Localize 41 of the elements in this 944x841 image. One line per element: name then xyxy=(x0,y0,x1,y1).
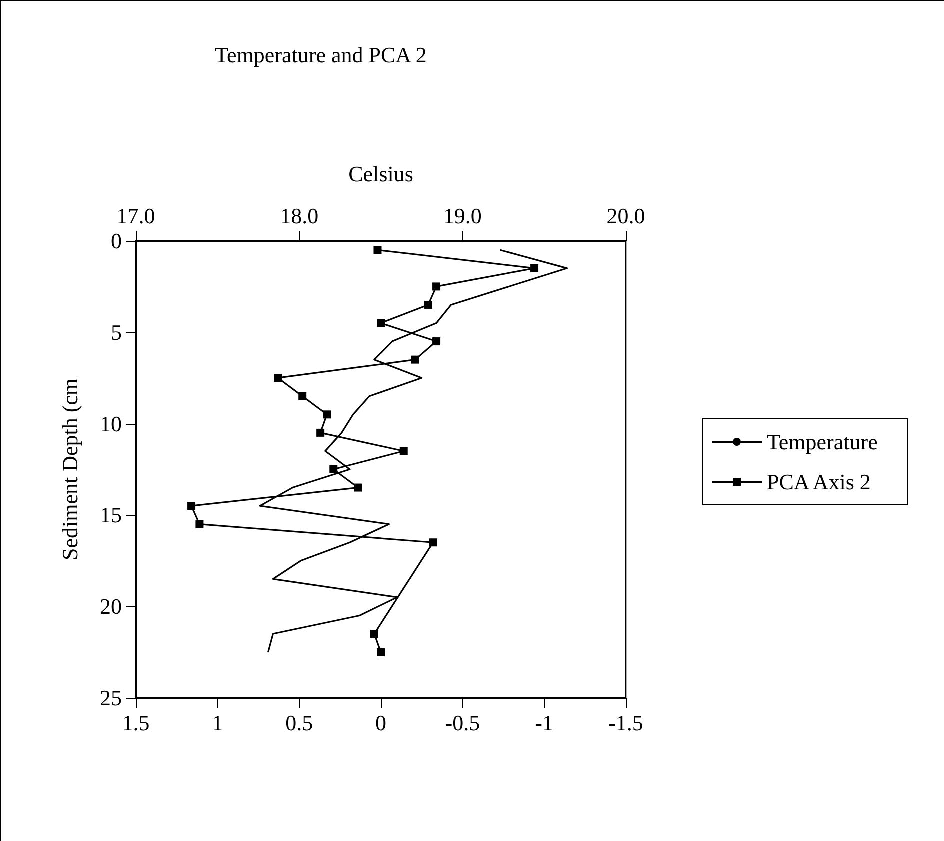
x2-tick-label: 17.0 xyxy=(116,204,156,228)
x-tick-label: -0.5 xyxy=(445,710,480,736)
y-tick-label: 10 xyxy=(100,411,122,436)
point xyxy=(400,447,408,456)
x-tick-label: 1 xyxy=(212,710,224,736)
point xyxy=(377,648,385,656)
point xyxy=(323,410,332,419)
legend-label: Temperature xyxy=(767,430,878,454)
x2-tick-label: 20.0 xyxy=(606,204,646,228)
point xyxy=(370,630,378,638)
point xyxy=(188,502,196,510)
point xyxy=(530,264,539,272)
point xyxy=(432,338,441,346)
point xyxy=(411,356,420,364)
point xyxy=(374,246,382,254)
point xyxy=(330,466,338,474)
point xyxy=(316,428,325,437)
x-tick-label: 0 xyxy=(376,710,386,736)
point xyxy=(432,282,441,291)
y-axis-title: Sediment Depth (cm xyxy=(58,378,82,561)
y-tick-label: 5 xyxy=(111,320,122,345)
point xyxy=(274,374,282,382)
point xyxy=(354,484,362,492)
point xyxy=(429,538,438,547)
point xyxy=(298,392,307,400)
y-tick-label: 20 xyxy=(100,594,122,620)
y-tick-label: 25 xyxy=(100,686,122,710)
legend-label: PCA Axis 2 xyxy=(767,470,871,494)
y-tick-label: 0 xyxy=(111,228,122,254)
point xyxy=(377,319,385,328)
x2-axis-title: Celsius xyxy=(348,162,414,186)
x2-tick-label: 19.0 xyxy=(443,204,482,228)
x-tick-label: -1.5 xyxy=(608,710,644,736)
x2-tick-label: 18.0 xyxy=(280,204,319,228)
chart-title: Temperature and PCA 2 xyxy=(215,42,427,68)
x-tick-label: 1.5 xyxy=(122,710,150,736)
x-tick-label: 0.5 xyxy=(286,710,314,736)
x-tick-label: -1 xyxy=(535,710,554,736)
point xyxy=(196,520,204,528)
y-tick-label: 15 xyxy=(100,502,122,528)
point xyxy=(424,300,432,309)
